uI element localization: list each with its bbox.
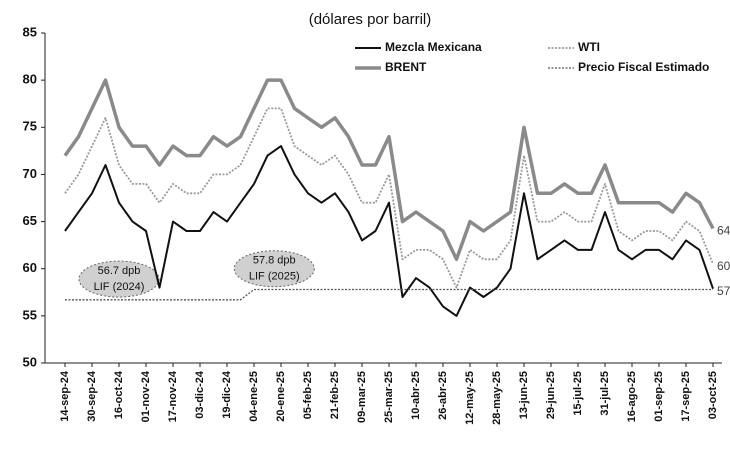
chart-title: (dólares por barril): [309, 11, 432, 28]
x-tick-label: 26-abr-25: [437, 371, 449, 420]
series-line: [64, 107, 714, 289]
x-tick-label: 29-jun-25: [545, 371, 557, 419]
y-tick-label: 70: [23, 166, 37, 181]
x-tick-label: 14-sep-24: [59, 370, 71, 422]
x-tick-label: 28-may-25: [491, 371, 503, 425]
x-tick-label: 03-dic-24: [194, 370, 206, 419]
y-tick-label: 85: [23, 24, 37, 39]
series-line: [65, 288, 713, 301]
x-tick-label: 15-jul-25: [572, 371, 584, 416]
y-tick-label: 80: [23, 72, 37, 87]
x-tick-label: 21-feb-25: [329, 371, 341, 419]
x-tick-label: 30-sep-24: [86, 370, 98, 422]
y-tick-label: 55: [23, 307, 37, 322]
annotation-text: 57.8 dpb: [253, 255, 296, 267]
x-tick-label: 09-mar-25: [356, 371, 368, 423]
y-tick-label: 75: [23, 119, 37, 134]
x-tick-label: 01-sep-25: [653, 371, 665, 422]
x-tick-label: 04-ene-25: [248, 371, 260, 422]
x-tick-label: 13-jun-25: [518, 371, 530, 419]
x-tick-label: 25-mar-25: [383, 371, 395, 423]
x-tick-label: 16-ago-25: [626, 371, 638, 422]
annotation-text: LIF (2024): [94, 281, 145, 293]
x-tick-label: 01-nov-24: [140, 370, 152, 422]
y-tick-label: 60: [23, 260, 37, 275]
x-tick-label: 05-feb-25: [302, 371, 314, 419]
y-tick-label: 50: [23, 354, 37, 369]
annotation-text: LIF (2025): [249, 271, 300, 283]
annotation-bubble: [233, 250, 315, 288]
legend-label: BRENT: [385, 60, 427, 74]
x-tick-label: 12-may-25: [464, 371, 476, 425]
annotation-text: 56.7 dpb: [98, 265, 141, 277]
x-tick-label: 20-ene-25: [275, 371, 287, 422]
x-tick-label: 10-abr-25: [410, 371, 422, 420]
x-tick-label: 31-jul-25: [599, 371, 611, 416]
value-label: 64.27: [717, 224, 730, 238]
x-tick-label: 19-dic-24: [221, 370, 233, 419]
annotation-bubble: [78, 260, 160, 298]
value-label: 57.88: [717, 284, 730, 298]
series-line: [63, 78, 715, 262]
value-label: 60.50: [717, 259, 730, 273]
legend-label: Precio Fiscal Estimado: [578, 60, 709, 74]
x-tick-label: 03-oct-25: [707, 371, 719, 419]
legend-label: WTI: [578, 40, 600, 54]
legend-label: Mezcla Mexicana: [385, 40, 482, 54]
y-tick-label: 65: [23, 213, 37, 228]
x-tick-label: 17-sep-25: [680, 371, 692, 422]
series-line: [64, 145, 714, 317]
x-tick-label: 17-nov-24: [167, 370, 179, 422]
x-tick-label: 16-oct-24: [113, 370, 125, 419]
